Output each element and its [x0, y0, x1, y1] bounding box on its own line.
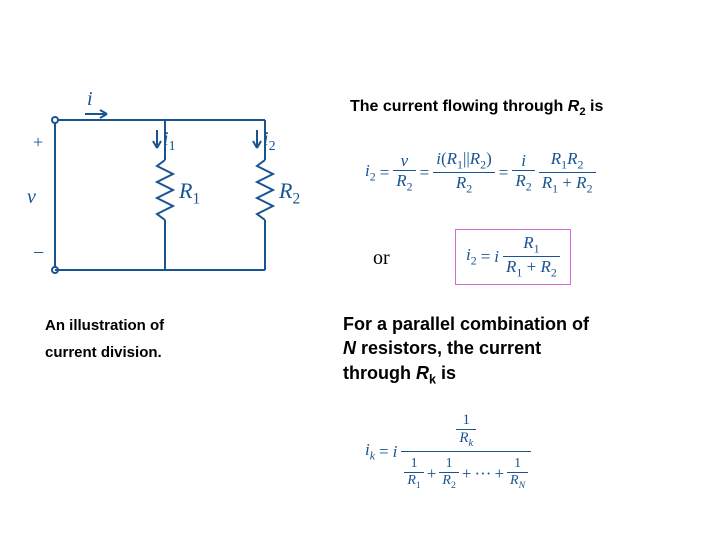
- heading-current-through-r2: The current flowing through R2 is: [350, 98, 603, 118]
- circuit-diagram: i i1 i2 + v − R1 R2: [45, 90, 305, 290]
- label-plus: +: [33, 132, 43, 153]
- or-label: or: [373, 247, 390, 270]
- circuit-svg: [45, 90, 305, 290]
- label-v: v: [27, 186, 36, 209]
- equation-i2-derivation: i2 = v R2 = i(R1||R2) R2 = i R2 R1R2 R1 …: [365, 150, 596, 196]
- label-i1: i1: [163, 128, 176, 155]
- boxed-equation-i2: i2 = i R1 R1 + R2: [455, 229, 571, 285]
- general-formula-text: For a parallel combination of N resistor…: [343, 312, 589, 388]
- label-r1: R1: [179, 178, 200, 208]
- equation-ik-general: ik = i 1 Rk 1R1 + 1R2 + ···: [365, 413, 531, 490]
- label-minus: −: [33, 242, 44, 265]
- label-i2: i2: [263, 128, 276, 155]
- slide: i i1 i2 + v − R1 R2 The current flowing …: [0, 0, 720, 540]
- label-r2: R2: [279, 178, 300, 208]
- figure-caption: An illustration of current division.: [45, 312, 164, 366]
- label-i: i: [87, 88, 93, 111]
